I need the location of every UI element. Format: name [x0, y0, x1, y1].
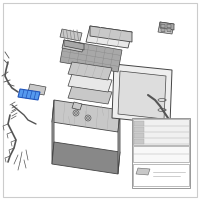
Polygon shape [136, 168, 150, 175]
Polygon shape [64, 40, 84, 50]
Polygon shape [60, 40, 122, 72]
Polygon shape [112, 64, 172, 124]
Polygon shape [161, 28, 165, 32]
FancyBboxPatch shape [133, 119, 189, 145]
Polygon shape [52, 142, 120, 174]
FancyBboxPatch shape [134, 139, 144, 144]
Circle shape [85, 115, 91, 121]
FancyBboxPatch shape [134, 133, 144, 138]
Polygon shape [68, 86, 112, 104]
FancyBboxPatch shape [133, 146, 189, 162]
Polygon shape [68, 62, 112, 80]
Polygon shape [52, 100, 54, 164]
Polygon shape [160, 22, 174, 30]
Polygon shape [158, 22, 174, 34]
Polygon shape [118, 71, 166, 119]
Polygon shape [118, 110, 120, 174]
FancyBboxPatch shape [134, 127, 144, 132]
Polygon shape [72, 102, 82, 110]
Polygon shape [28, 84, 46, 95]
Polygon shape [60, 29, 82, 41]
Circle shape [86, 116, 90, 119]
FancyBboxPatch shape [134, 121, 144, 126]
Polygon shape [161, 24, 165, 28]
Polygon shape [86, 26, 132, 48]
Polygon shape [62, 40, 84, 52]
Polygon shape [167, 28, 171, 32]
Polygon shape [90, 26, 132, 42]
Circle shape [74, 112, 78, 114]
Polygon shape [167, 24, 171, 28]
Circle shape [73, 110, 79, 116]
Polygon shape [68, 74, 112, 92]
Polygon shape [52, 100, 120, 132]
FancyBboxPatch shape [132, 118, 190, 188]
Polygon shape [18, 89, 40, 100]
FancyBboxPatch shape [133, 164, 189, 186]
FancyBboxPatch shape [3, 3, 197, 197]
